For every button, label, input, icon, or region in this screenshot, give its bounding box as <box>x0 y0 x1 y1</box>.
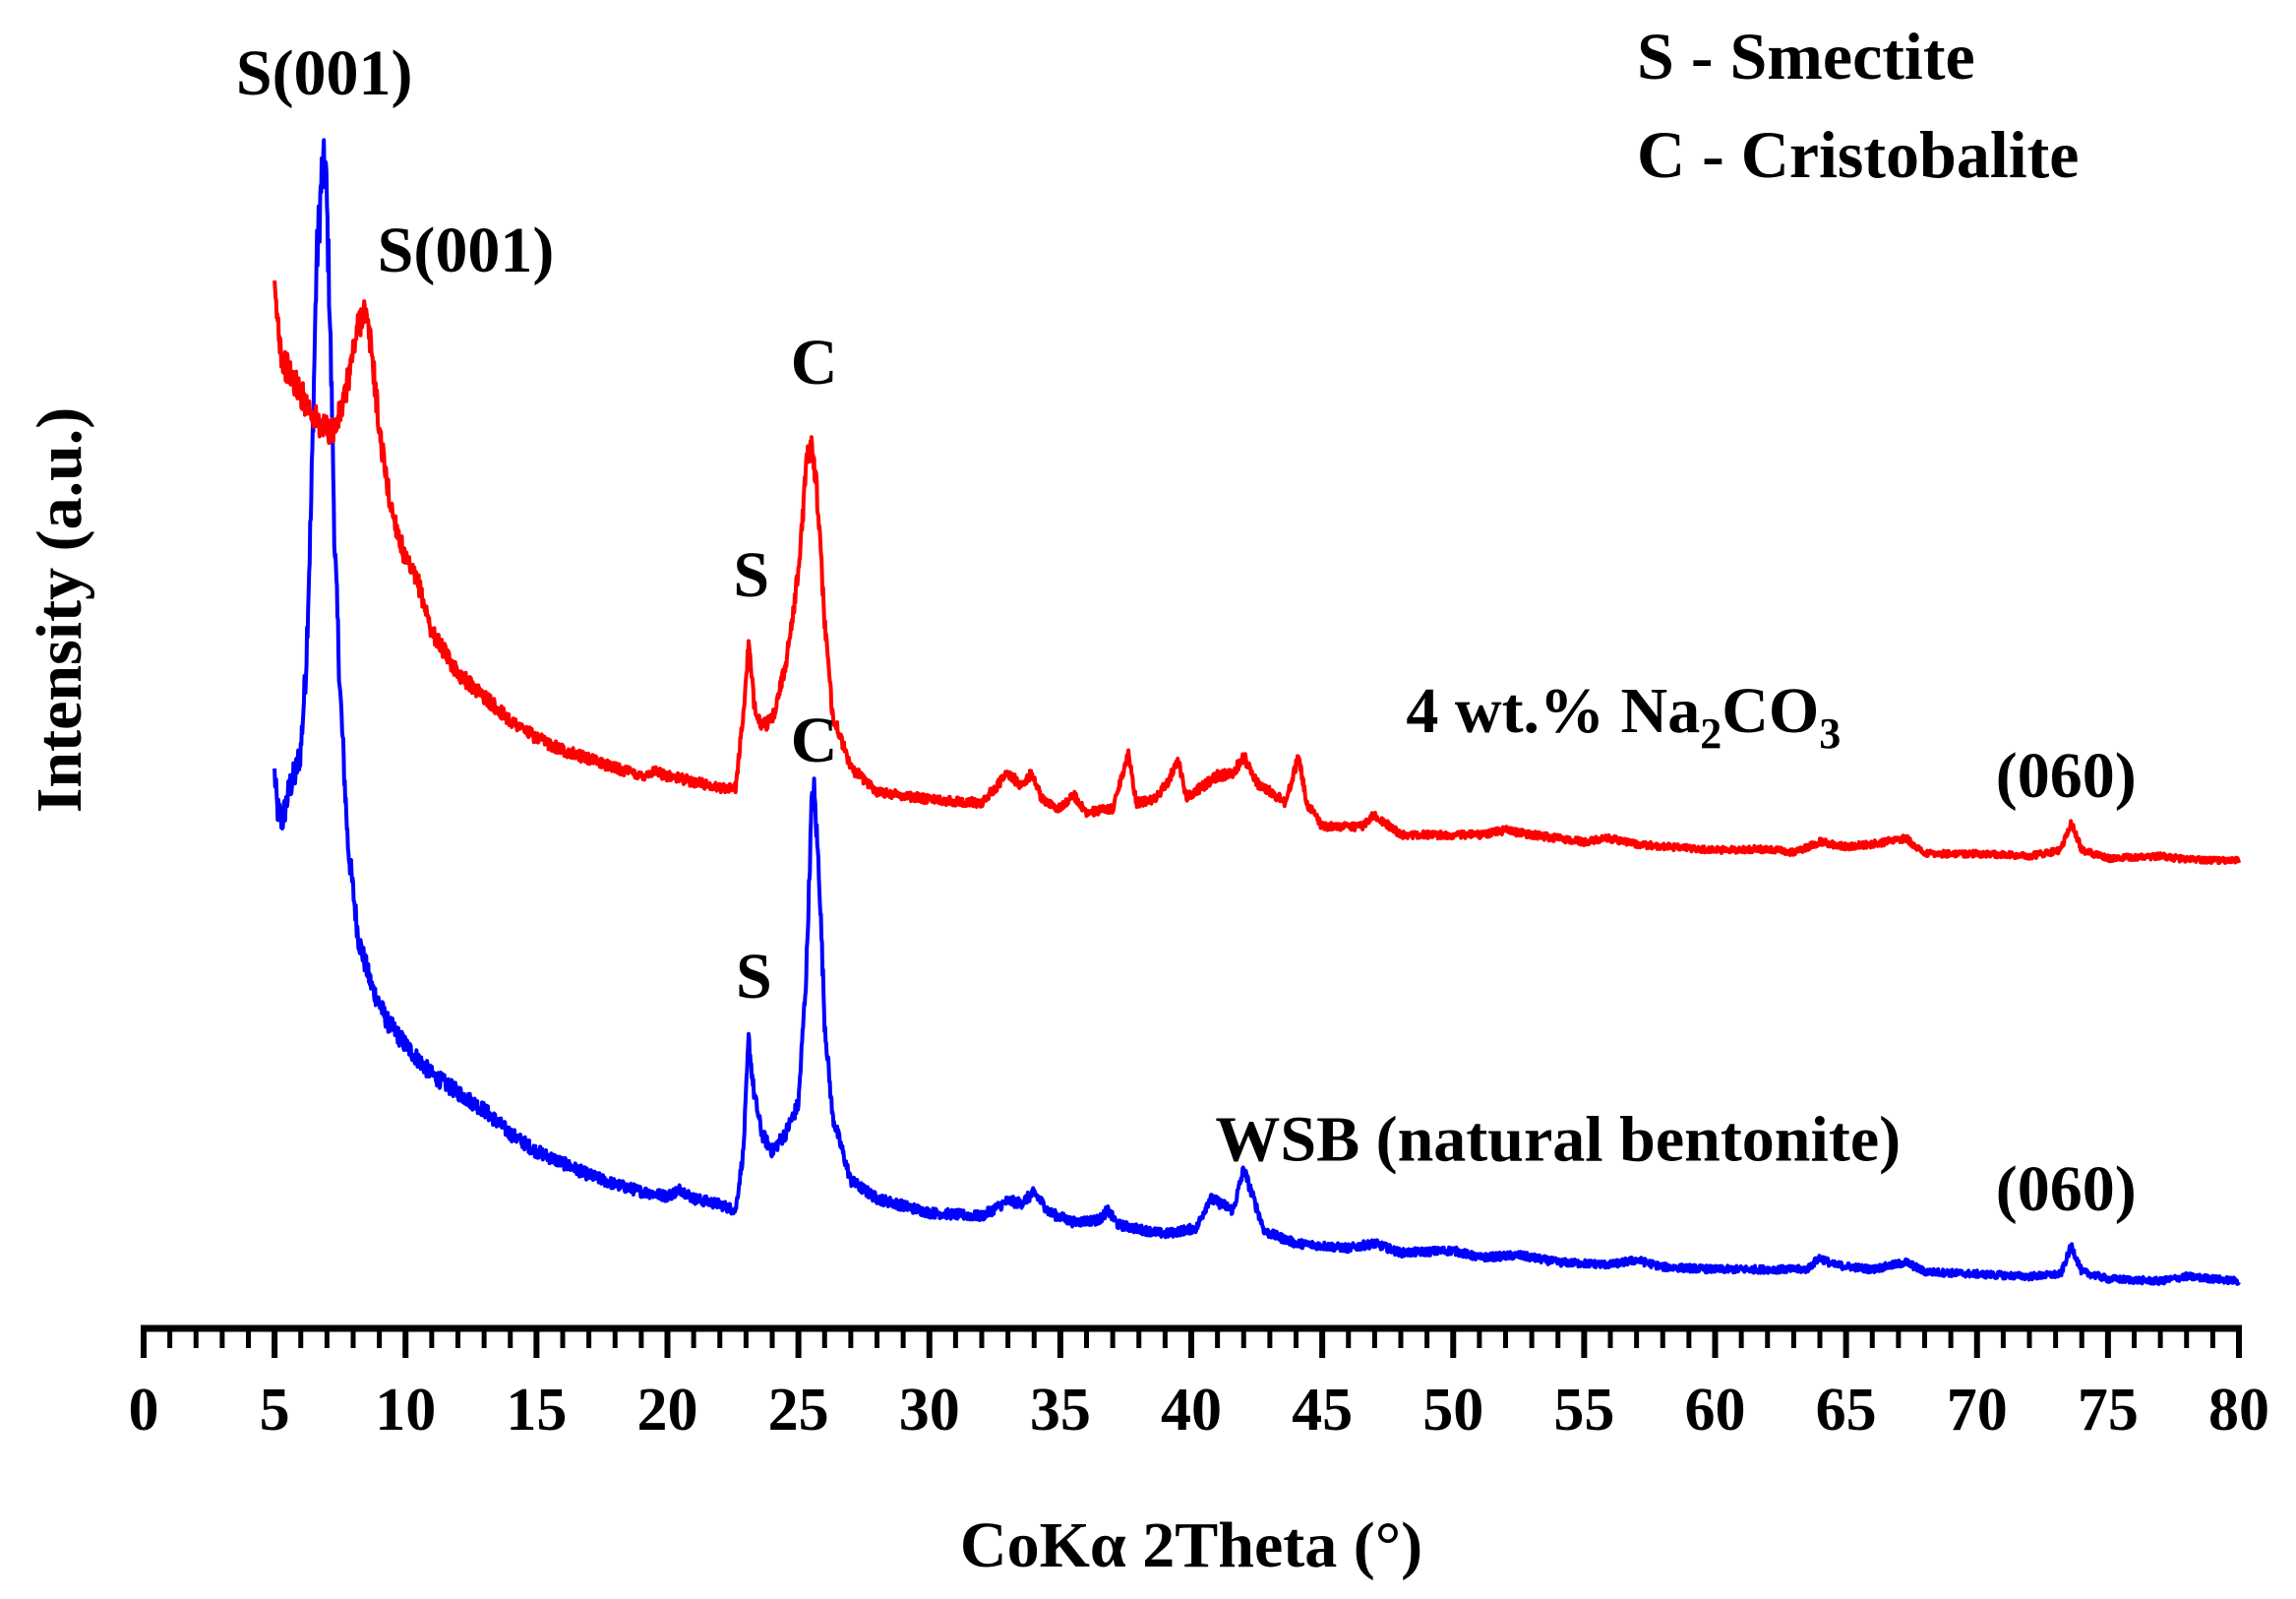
legend-entry: S - Smectite <box>1637 19 1975 93</box>
series-line-wsb <box>272 138 2241 1286</box>
x-tick-label: 0 <box>129 1377 159 1444</box>
x-tick-label: 55 <box>1553 1377 1614 1444</box>
peak-label: C <box>791 705 838 776</box>
x-tick-label: 80 <box>2208 1377 2269 1444</box>
x-tick-label: 15 <box>506 1377 567 1444</box>
series-group <box>272 138 2241 1286</box>
x-tick-label: 10 <box>375 1377 436 1444</box>
x-tick-label: 30 <box>899 1377 960 1444</box>
x-tick-label: 25 <box>768 1377 829 1444</box>
peak-label: S(001) <box>236 37 413 109</box>
x-tick-label: 20 <box>637 1377 698 1444</box>
series-label-na2co3: 4 wt.% Na2CO3 <box>1406 675 1841 758</box>
peak-label: S(001) <box>378 215 555 286</box>
x-tick-label: 45 <box>1292 1377 1353 1444</box>
x-axis-title: CoKα 2Theta (°) <box>960 1509 1422 1581</box>
peak-annotations: S(001) S(001) C S C S (060) (060) WSB (natural b… <box>236 37 2137 1225</box>
x-tick-label: 5 <box>260 1377 290 1444</box>
series-line-na2co3 <box>272 279 2241 866</box>
x-tick-label: 75 <box>2078 1377 2139 1444</box>
x-tick-label: 65 <box>1816 1377 1877 1444</box>
y-axis-title: Intensity (a.u.) <box>24 407 95 814</box>
peak-label: (060) <box>1996 1153 2137 1225</box>
peak-label: (060) <box>1996 740 2137 812</box>
x-axis: 0 5 10 15 20 25 30 35 40 45 50 55 60 65 70 75 80 <box>129 1324 2269 1444</box>
peak-label: C <box>791 327 838 399</box>
x-tick-label: 40 <box>1161 1377 1222 1444</box>
peak-label: S <box>733 539 769 611</box>
legend: S - Smectite C - Cristobalite <box>1637 19 2079 192</box>
peak-label: WSB (natural bentonite) <box>1215 1104 1901 1176</box>
peak-label: S <box>736 941 772 1013</box>
x-tick-label: 50 <box>1422 1377 1483 1444</box>
x-tick-label: 70 <box>1947 1377 2008 1444</box>
legend-entry: C - Cristobalite <box>1637 117 2079 192</box>
x-tick-label: 60 <box>1685 1377 1746 1444</box>
x-tick-label: 35 <box>1030 1377 1091 1444</box>
